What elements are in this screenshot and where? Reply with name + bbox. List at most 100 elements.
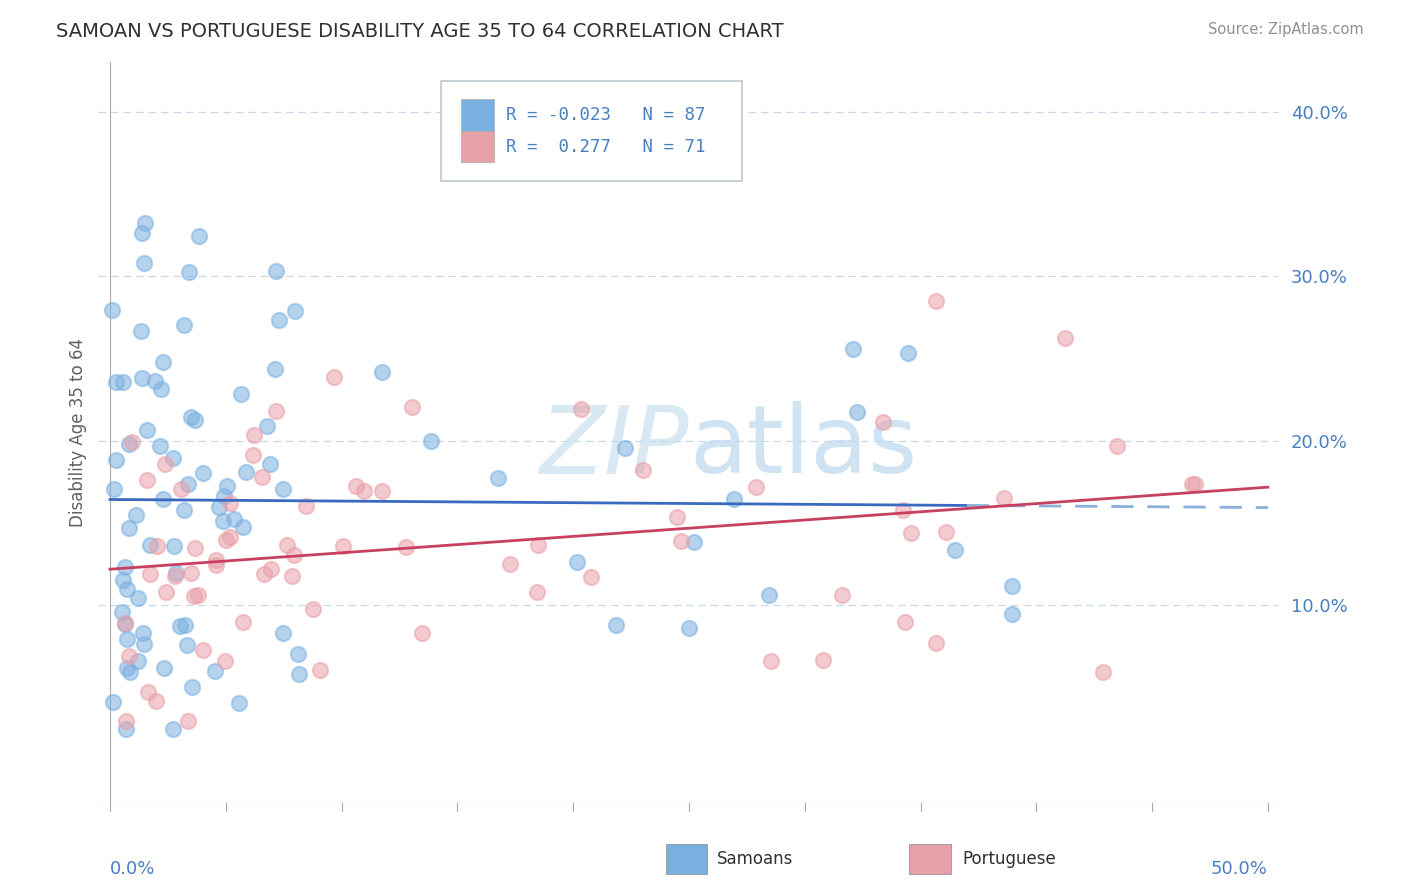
Point bbox=[943, 543, 966, 558]
Text: ZIP: ZIP bbox=[540, 402, 689, 493]
Point bbox=[682, 535, 704, 549]
Point bbox=[287, 647, 309, 661]
Point bbox=[394, 540, 416, 554]
Point bbox=[139, 566, 162, 581]
Point bbox=[295, 499, 318, 513]
Point bbox=[419, 434, 441, 448]
Point bbox=[894, 615, 917, 629]
Point bbox=[323, 370, 346, 384]
Point bbox=[187, 228, 209, 243]
Point bbox=[344, 479, 367, 493]
Point bbox=[744, 480, 766, 494]
Point bbox=[264, 263, 287, 277]
Text: R = -0.023   N = 87: R = -0.023 N = 87 bbox=[506, 106, 706, 124]
Point bbox=[671, 533, 693, 548]
Point bbox=[104, 375, 127, 389]
Point bbox=[135, 473, 157, 487]
Point bbox=[127, 591, 149, 606]
Point bbox=[250, 470, 273, 484]
Point bbox=[118, 648, 141, 663]
Point bbox=[183, 412, 205, 426]
Point bbox=[152, 491, 174, 506]
Point bbox=[115, 661, 138, 675]
Point bbox=[269, 312, 291, 326]
Point bbox=[111, 573, 134, 587]
Point bbox=[526, 585, 548, 599]
Point bbox=[112, 375, 135, 389]
Point bbox=[605, 618, 627, 632]
Text: 50.0%: 50.0% bbox=[1211, 861, 1268, 879]
Point bbox=[101, 302, 124, 317]
Point bbox=[215, 478, 238, 492]
Point bbox=[114, 616, 136, 631]
Point bbox=[301, 602, 323, 616]
Point bbox=[145, 693, 167, 707]
Bar bbox=[908, 844, 950, 873]
Point bbox=[831, 588, 853, 602]
Point bbox=[332, 539, 354, 553]
Point bbox=[114, 559, 136, 574]
Point bbox=[163, 568, 186, 582]
Point bbox=[263, 362, 285, 376]
Point bbox=[132, 626, 155, 640]
Text: 0.0%: 0.0% bbox=[110, 861, 156, 879]
Point bbox=[900, 526, 922, 541]
Point bbox=[353, 484, 375, 499]
Point bbox=[176, 638, 198, 652]
Point bbox=[1001, 578, 1024, 592]
Point bbox=[235, 466, 257, 480]
Point bbox=[371, 484, 394, 499]
Point bbox=[229, 387, 252, 401]
Point bbox=[118, 665, 141, 680]
Point bbox=[872, 415, 894, 429]
Point bbox=[173, 318, 195, 332]
Point bbox=[243, 428, 266, 442]
Point bbox=[723, 492, 745, 507]
Point bbox=[117, 582, 139, 596]
Point bbox=[162, 722, 184, 736]
Point bbox=[1091, 665, 1114, 679]
Text: Samoans: Samoans bbox=[717, 850, 793, 868]
Point bbox=[208, 500, 231, 514]
Point bbox=[499, 557, 522, 571]
Point bbox=[219, 530, 242, 544]
Point bbox=[280, 568, 302, 582]
Point bbox=[163, 540, 186, 554]
Point bbox=[145, 374, 167, 388]
Point bbox=[114, 722, 136, 736]
Point bbox=[170, 483, 193, 497]
Point bbox=[846, 405, 869, 419]
Point bbox=[134, 256, 156, 270]
Point bbox=[224, 512, 246, 526]
Point bbox=[214, 654, 236, 668]
Point bbox=[486, 471, 509, 485]
Point bbox=[665, 510, 688, 524]
Point bbox=[284, 303, 307, 318]
Point bbox=[567, 555, 589, 569]
Point bbox=[183, 541, 205, 555]
Text: Portuguese: Portuguese bbox=[962, 850, 1056, 868]
Point bbox=[758, 588, 780, 602]
Point bbox=[152, 355, 174, 369]
Point bbox=[993, 491, 1015, 505]
Point bbox=[256, 419, 278, 434]
Point bbox=[253, 566, 276, 581]
Point bbox=[103, 482, 125, 496]
Point bbox=[165, 566, 187, 580]
Point bbox=[153, 457, 176, 471]
Point bbox=[177, 477, 200, 491]
Point bbox=[1105, 439, 1128, 453]
Point bbox=[131, 324, 153, 338]
Point bbox=[411, 626, 433, 640]
Point bbox=[271, 482, 294, 496]
Point bbox=[759, 654, 782, 668]
Point bbox=[146, 539, 169, 553]
Point bbox=[678, 621, 700, 635]
Point bbox=[891, 503, 914, 517]
Point bbox=[232, 615, 254, 630]
Point bbox=[842, 342, 865, 356]
Point bbox=[127, 654, 149, 668]
Point bbox=[149, 439, 172, 453]
Point bbox=[935, 525, 957, 540]
Bar bbox=[461, 131, 494, 162]
